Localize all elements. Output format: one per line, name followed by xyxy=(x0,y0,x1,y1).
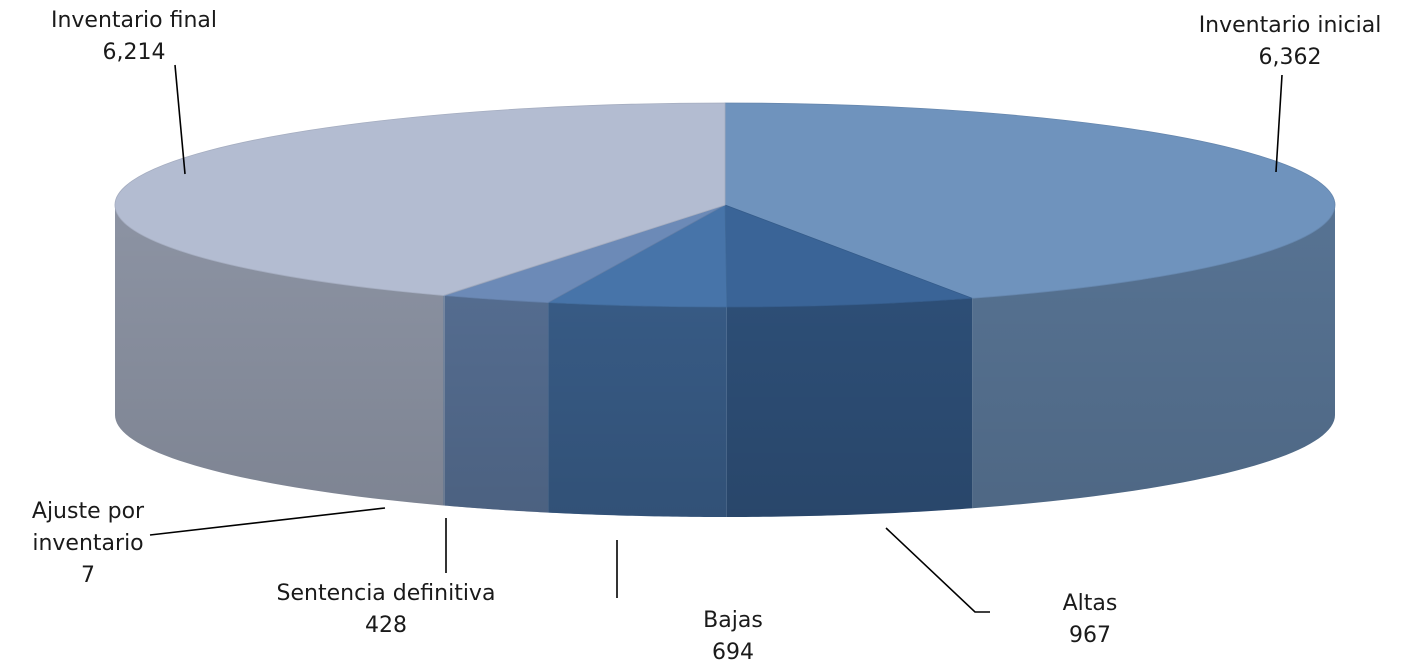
value-label-4: 428 xyxy=(365,613,407,638)
value-label-6: 6,214 xyxy=(103,40,166,65)
pie-side-walls xyxy=(115,205,1335,517)
pie-side-shade-1 xyxy=(972,205,1335,509)
category-label-5: Ajuste por xyxy=(32,499,145,524)
value-label-1: 6,362 xyxy=(1259,45,1322,70)
pie-labels: Inventario inicial 6,362 Altas 967 Bajas 694 S… xyxy=(32,8,1381,665)
category-label-1: Inventario inicial xyxy=(1199,13,1382,38)
data-label-4: Sentencia definitiva 428 xyxy=(277,518,496,638)
value-label-3: 694 xyxy=(712,640,754,665)
pie-side-shade-5 xyxy=(443,295,445,506)
category-label-4: Sentencia definitiva xyxy=(277,581,496,606)
leader-line-1 xyxy=(1275,74,1283,173)
pie-slice-3 xyxy=(546,204,728,308)
pie-side-shade-3 xyxy=(548,302,727,517)
pie-side-shade-4 xyxy=(444,295,549,513)
pie-side-shade-6 xyxy=(115,205,444,506)
category-label-6: Inventario final xyxy=(51,8,217,33)
pie-top-faces xyxy=(114,102,1336,308)
data-label-3: Bajas 694 xyxy=(616,540,763,665)
leader-line-5 xyxy=(149,507,386,536)
category-label-3: Bajas xyxy=(703,608,763,633)
value-label-5: 7 xyxy=(81,563,95,588)
category-label-2: Altas xyxy=(1063,591,1118,616)
value-label-2: 967 xyxy=(1069,623,1111,648)
category-label-5: inventario xyxy=(32,531,143,556)
pie-side-shade-2 xyxy=(726,298,973,517)
data-label-1: Inventario inicial 6,362 xyxy=(1199,13,1382,173)
leader-line-2 xyxy=(885,527,990,613)
data-label-6: Inventario final 6,214 xyxy=(51,8,217,175)
pie-slice-6 xyxy=(114,102,726,296)
pie-slice-1 xyxy=(724,102,1336,299)
pie-slice-2 xyxy=(724,204,973,308)
leader-line-6 xyxy=(174,64,186,175)
data-label-5: Ajuste por inventario 7 xyxy=(32,499,386,588)
data-label-2: Altas 967 xyxy=(885,527,1118,648)
